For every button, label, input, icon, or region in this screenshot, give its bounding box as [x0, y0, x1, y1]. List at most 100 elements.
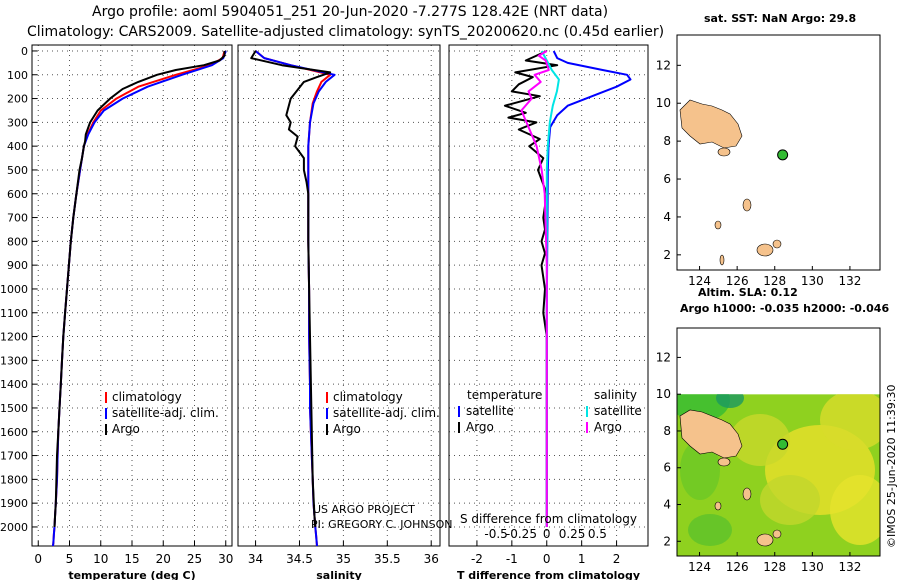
land-islet — [772, 529, 782, 539]
y-tick-label: 800 — [7, 235, 28, 248]
y-tick-label: 1600 — [0, 426, 28, 439]
sla-field-patch — [820, 394, 880, 450]
land-islet — [756, 243, 774, 257]
land-islet — [742, 198, 752, 212]
map-y-tick-label: 2 — [663, 534, 671, 548]
sla-field-patch — [688, 514, 732, 546]
y-tick-label: 1200 — [0, 331, 28, 344]
height-anomaly-label: Argo h1000: -0.035 h2000: -0.046 — [680, 302, 889, 315]
legend-label: satellite — [466, 404, 514, 418]
map-x-tick-label: 130 — [801, 274, 824, 288]
secondary-x-tick-label: -0.5 — [484, 527, 507, 541]
legend-label: satellite-adj. clim. — [333, 406, 440, 420]
secondary-x-tick-label: 0 — [543, 527, 551, 541]
sst-label: sat. SST: NaN Argo: 29.8 — [704, 12, 856, 25]
land-island — [679, 409, 743, 459]
plot-frame — [448, 44, 649, 547]
map-y-tick-label: 2 — [663, 248, 671, 262]
y-tick-label: 900 — [7, 259, 28, 272]
figure-title-line1: Argo profile: aoml 5904051_251 20-Jun-20… — [92, 4, 609, 20]
map-x-tick-label: 126 — [726, 560, 749, 574]
x-tick-label: 36 — [424, 552, 439, 566]
land-islet — [714, 220, 722, 230]
map-y-tick-label: 10 — [656, 387, 671, 401]
x-tick-label: -2 — [471, 552, 483, 566]
land-islet — [742, 487, 752, 501]
legend-label: climatology — [333, 390, 403, 404]
x-tick-label: 34 — [248, 552, 263, 566]
map-y-tick-label: 10 — [656, 96, 671, 110]
land-islet — [719, 254, 725, 266]
x-tick-label: 1 — [578, 552, 586, 566]
y-tick-label: 2000 — [0, 521, 28, 534]
legend-label: satellite-adj. clim. — [112, 406, 219, 420]
map-x-tick-label: 124 — [688, 560, 711, 574]
land-islet — [756, 533, 774, 547]
y-tick-label: 600 — [7, 188, 28, 201]
sla-label: Altim. SLA: 0.12 — [698, 286, 798, 299]
secondary-x-tick-label: 0.5 — [588, 527, 607, 541]
legend-title-temperature: temperature — [467, 388, 542, 402]
map-x-tick-label: 124 — [688, 274, 711, 288]
profile-panel-sal: 34 34.5 35 35.5 36 salinity climatology satelli… — [237, 44, 441, 580]
credit-text: US ARGO PROJECT — [313, 503, 415, 516]
y-tick-label: 1300 — [0, 354, 28, 367]
map-y-tick-label: 8 — [663, 424, 671, 438]
x-tick-label: 34.5 — [286, 552, 313, 566]
x-tick-label: 5 — [66, 552, 74, 566]
legend-label: satellite — [594, 404, 642, 418]
map-y-tick-label: 6 — [663, 461, 671, 475]
map-x-tick-label: 132 — [838, 274, 861, 288]
legend-label: Argo — [594, 420, 622, 434]
map-y-tick-label: 12 — [656, 58, 671, 72]
series-line-satellite-adj-clim- — [254, 50, 336, 547]
figure-title-line2: Climatology: CARS2009. Satellite-adjuste… — [27, 24, 665, 40]
x-tick-label: 15 — [124, 552, 139, 566]
plot-frame — [237, 44, 441, 547]
series-line-salinity-argo — [520, 50, 550, 527]
map-x-tick-label: 128 — [763, 560, 786, 574]
sla-field-patch — [716, 394, 744, 408]
map-y-tick-label: 6 — [663, 172, 671, 186]
legend-title-salinity: salinity — [594, 388, 637, 402]
map-y-tick-label: 8 — [663, 134, 671, 148]
sla-field-patch — [730, 414, 790, 466]
secondary-x-tick-label: -0.25 — [506, 527, 537, 541]
y-tick-label: 300 — [7, 116, 28, 129]
sla-field-patch — [680, 440, 720, 500]
y-tick-label: 100 — [7, 69, 28, 82]
y-tick-label: 500 — [7, 164, 28, 177]
x-axis-title: salinity — [316, 569, 362, 580]
land-islet — [714, 501, 722, 511]
x-tick-label: 20 — [156, 552, 171, 566]
y-tick-label: 1400 — [0, 378, 28, 391]
legend-label: Argo — [112, 422, 140, 436]
y-tick-label: 1500 — [0, 402, 28, 415]
series-line-climatology — [51, 50, 226, 547]
secondary-axis-title: S difference from climatology — [460, 512, 637, 526]
sla-field — [677, 394, 880, 556]
timestamp-text: ©IMOS 25-Jun-2020 11:39:30 — [885, 384, 898, 548]
y-tick-label: 1800 — [0, 473, 28, 486]
x-axis-title: T difference from climatology — [457, 569, 640, 580]
land-islet — [717, 457, 731, 467]
map-y-tick-label: 4 — [663, 210, 671, 224]
legend-label: climatology — [112, 390, 182, 404]
map-x-tick-label: 128 — [763, 274, 786, 288]
x-tick-label: 25 — [187, 552, 202, 566]
argo-position-marker — [777, 438, 789, 450]
sst-map: 124 126 128 130 132 12 10 8 6 4 2 — [656, 34, 881, 288]
y-tick-label: 1100 — [0, 307, 28, 320]
series-line-satellite-adj-clim- — [51, 50, 227, 547]
secondary-x-tick-label: 0.25 — [559, 527, 586, 541]
x-tick-label: 0 — [34, 552, 42, 566]
series-line-argo — [250, 50, 332, 528]
sla-field-patch — [830, 475, 880, 545]
legend-label: Argo — [333, 422, 361, 436]
x-tick-label: 0 — [543, 552, 551, 566]
y-tick-label: 0 — [21, 45, 28, 58]
land-islet — [717, 147, 731, 157]
series-line-climatology — [254, 50, 332, 547]
y-tick-label: 400 — [7, 140, 28, 153]
y-tick-label: 1900 — [0, 497, 28, 510]
